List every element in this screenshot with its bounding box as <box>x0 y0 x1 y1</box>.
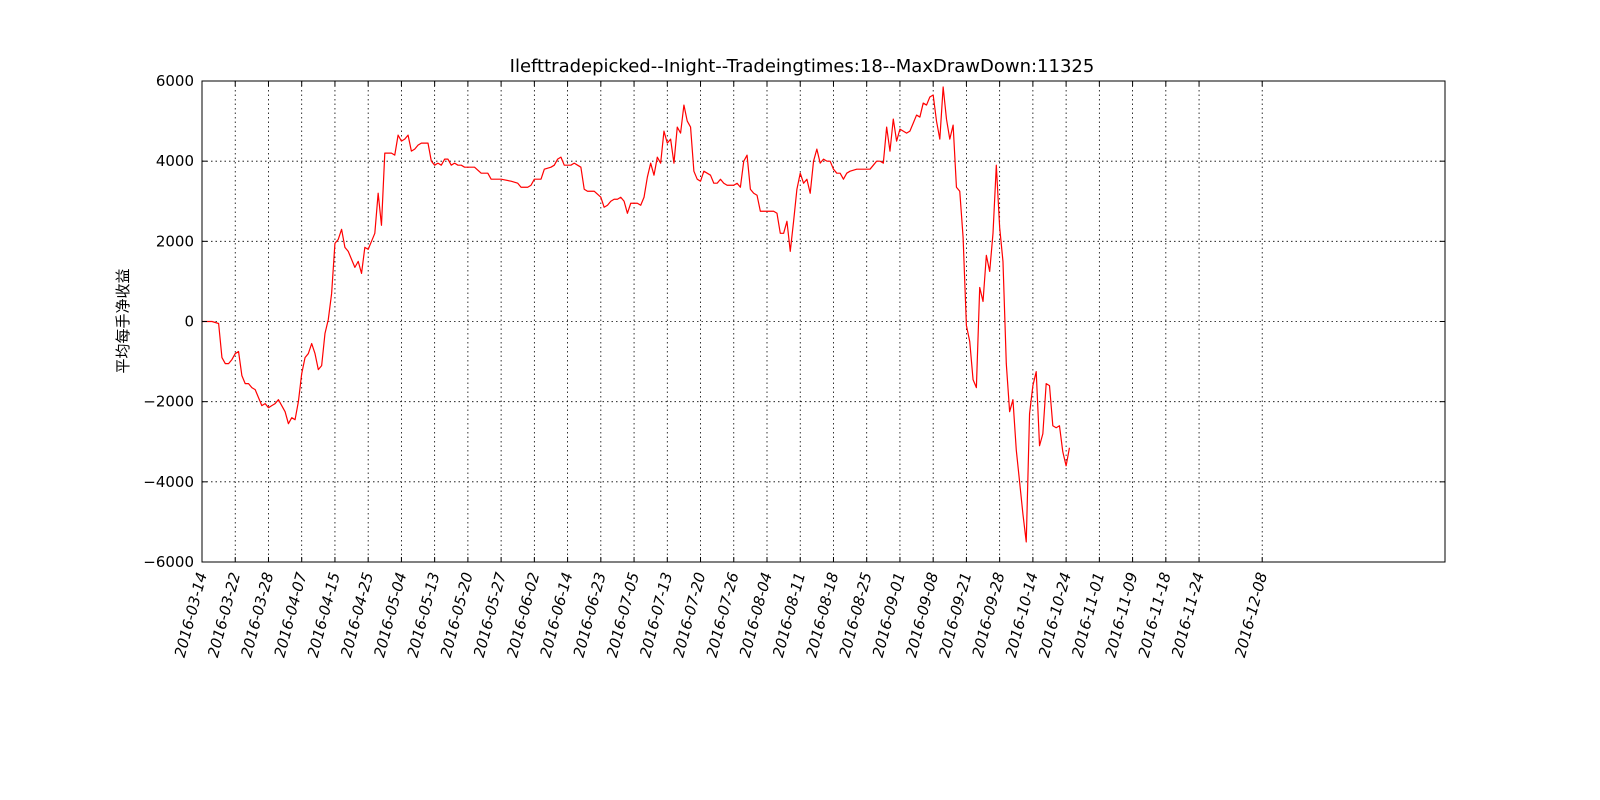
x-tick-label: 2016-07-20 <box>669 570 709 659</box>
x-tick-label: 2016-08-25 <box>836 570 876 659</box>
x-tick-label: 2016-10-24 <box>1035 570 1075 659</box>
y-tick-label: 0 <box>184 313 194 331</box>
x-tick-label: 2016-07-26 <box>703 570 743 659</box>
x-tick-label: 2016-06-02 <box>503 570 543 659</box>
x-tick-label: 2016-10-14 <box>1002 570 1042 659</box>
tick-layer: 6000400020000−2000−4000−60002016-03-1420… <box>143 72 1445 659</box>
y-tick-label: 6000 <box>156 72 194 90</box>
x-tick-label: 2016-06-14 <box>536 570 576 659</box>
x-tick-label: 2016-03-22 <box>204 570 244 659</box>
x-tick-label: 2016-05-13 <box>404 570 444 659</box>
y-tick-label: −2000 <box>143 393 194 411</box>
x-tick-label: 2016-07-05 <box>603 570 643 659</box>
x-tick-label: 2016-08-11 <box>769 570 809 659</box>
x-tick-label: 2016-05-04 <box>370 570 410 659</box>
y-tick-label: 2000 <box>156 232 194 250</box>
grid-layer <box>202 81 1445 562</box>
y-tick-label: 4000 <box>156 152 194 170</box>
x-tick-label: 2016-05-20 <box>437 570 477 659</box>
series-layer <box>202 86 1071 543</box>
x-tick-label: 2016-09-21 <box>935 570 975 659</box>
y-tick-label: −6000 <box>143 553 194 571</box>
x-tick-label: 2016-03-28 <box>237 570 277 659</box>
x-tick-label: 2016-09-01 <box>869 570 909 659</box>
x-tick-label: 2016-07-13 <box>636 570 676 659</box>
x-tick-label: 2016-08-18 <box>802 570 842 659</box>
x-tick-label: 2016-09-08 <box>902 570 942 659</box>
chart-title: Ilefttradepicked--Inight--Tradeingtimes:… <box>510 56 1095 77</box>
x-tick-label: 2016-11-09 <box>1101 570 1141 659</box>
x-tick-label: 2016-06-23 <box>570 570 610 659</box>
x-tick-label: 2016-04-15 <box>304 570 344 659</box>
x-tick-label: 2016-11-01 <box>1068 570 1108 659</box>
x-tick-label: 2016-05-27 <box>470 570 510 659</box>
x-tick-label: 2016-04-25 <box>337 570 377 659</box>
x-tick-label: 2016-04-07 <box>271 570 311 659</box>
y-axis-label: 平均每手净收益 <box>114 268 132 373</box>
x-tick-label: 2016-11-24 <box>1168 570 1208 659</box>
x-tick-label: 2016-12-08 <box>1231 570 1271 659</box>
x-tick-label: 2016-09-28 <box>969 570 1009 659</box>
x-tick-label: 2016-08-04 <box>736 570 776 659</box>
series-line <box>202 86 1071 543</box>
x-tick-label: 2016-03-14 <box>171 570 211 659</box>
x-tick-label: 2016-11-18 <box>1135 570 1175 659</box>
y-tick-label: −4000 <box>143 473 194 491</box>
